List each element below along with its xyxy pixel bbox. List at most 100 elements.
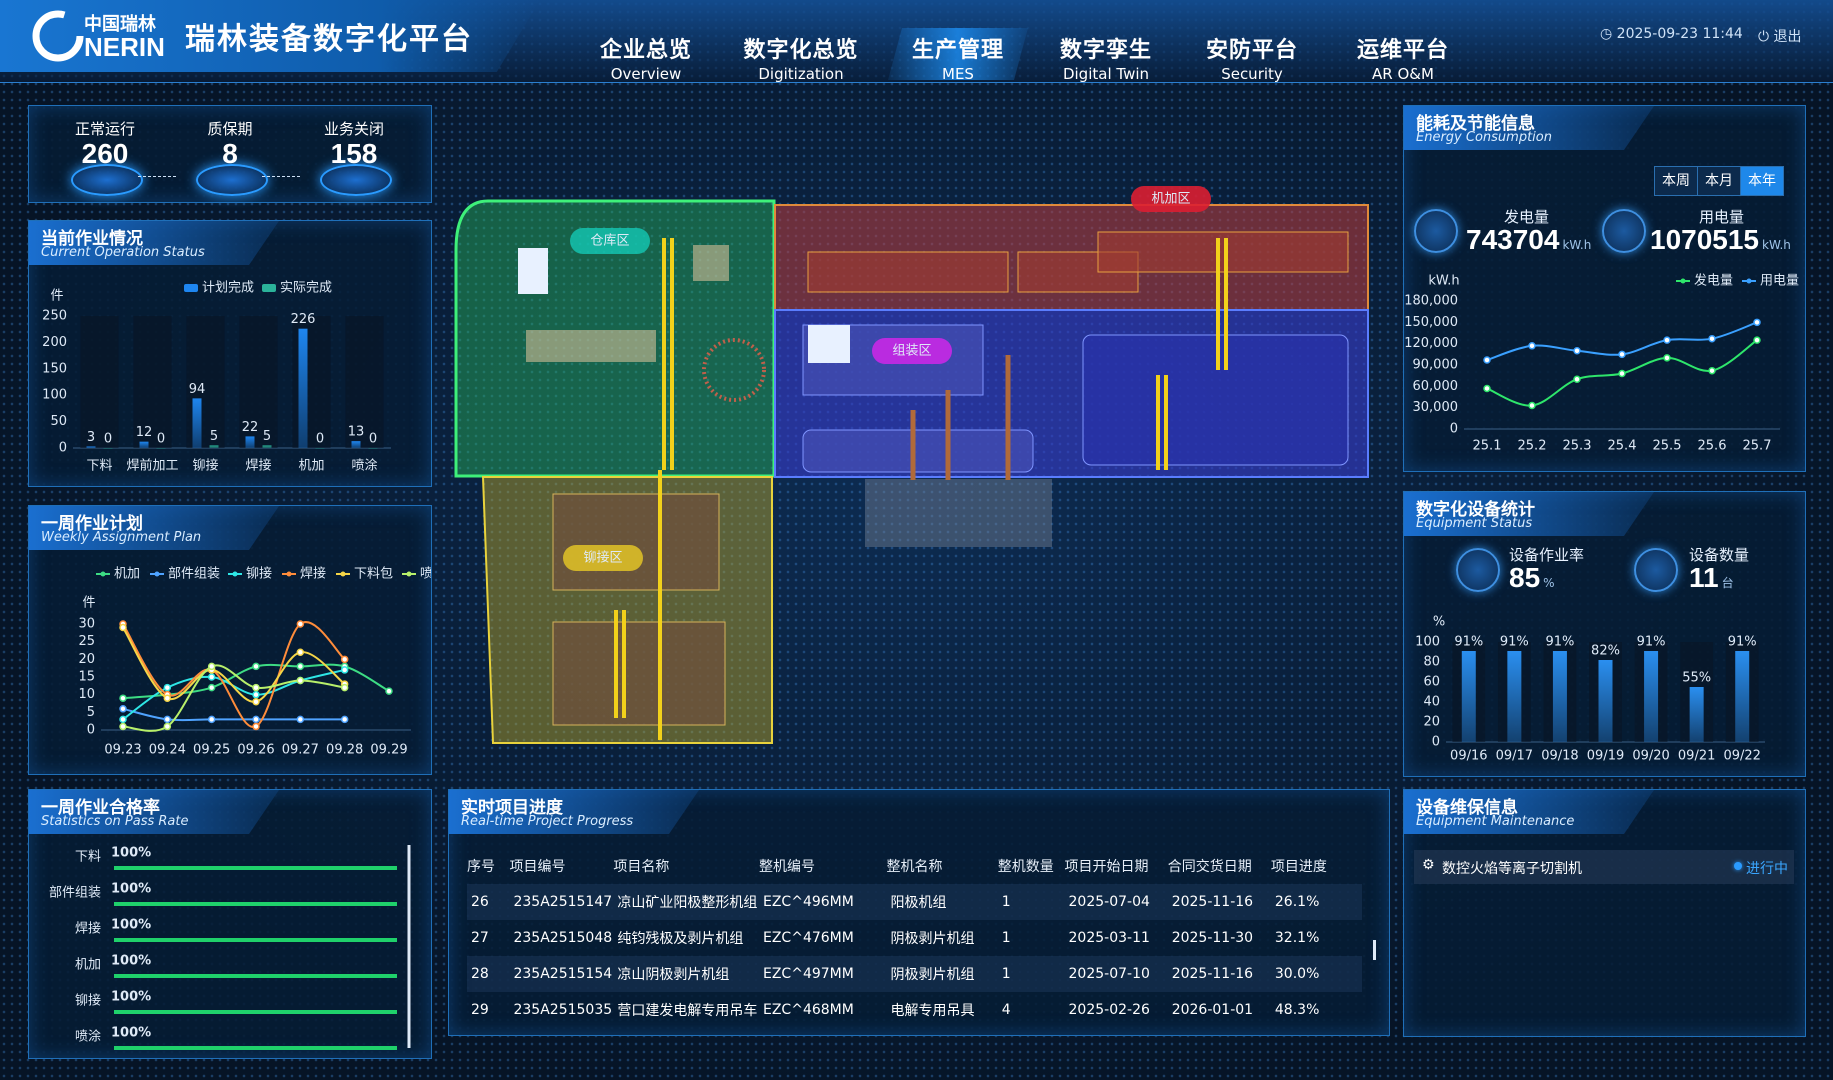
kpi: 743704 kW.h: [1466, 224, 1591, 256]
bar: [1735, 651, 1750, 742]
band-shade: [292, 316, 331, 448]
cell: 2025-07-04: [1068, 894, 1150, 910]
point: [119, 623, 127, 632]
column-header: 合同交货日期: [1167, 859, 1252, 875]
kpi-label: 设备数量: [1689, 546, 1750, 564]
stats-panel: 正常运行 260 质保期 8 业务关闭 158: [28, 105, 432, 203]
stat-value: 260: [81, 138, 129, 169]
x-tick-label: 09.28: [326, 743, 363, 758]
bar: [114, 1010, 397, 1014]
cell: 1: [1001, 930, 1011, 946]
table-header: 序号 项目编号 项目名称 整机编号 整机名称 整机数量 项目开始日期 合同交货日期 项目进度: [467, 848, 1362, 884]
table-row: 28 235A2515154 凉山阴极剥片机组 EZC^497MM 阴极剥片机组 1 202…: [467, 956, 1362, 992]
app-title: 瑞林装备数字化平台: [185, 22, 473, 57]
pass-rate-chart: 下料 100% 部件组装 100% 焊接 100% 机加 100% 铆接 100% 喷涂 100%: [49, 845, 411, 1050]
bar: [192, 398, 202, 448]
legend-label: 部件组装: [168, 567, 220, 582]
nav-item[interactable]: 安防平台 Security: [1182, 28, 1322, 83]
cell: 235A2515154: [513, 966, 613, 982]
legend-label: 计划完成: [202, 281, 254, 296]
point: [1528, 342, 1536, 350]
y-tick-label: 30,000: [1413, 400, 1459, 415]
maintenance-item: ⚙ 数控火焰等离子切割机 进行中: [1414, 850, 1794, 884]
value-label: 100%: [111, 918, 151, 933]
title-en: Equipment Maintenance: [1416, 814, 1575, 829]
x-tick-label: 25.6: [1698, 439, 1727, 454]
panel-title: 一周作业合格率 Statistics on Pass Rate: [29, 790, 279, 834]
line: [122, 627, 346, 703]
nav-item[interactable]: 企业总览 Overview: [576, 28, 716, 83]
bar: [1644, 651, 1659, 742]
point: [340, 715, 349, 724]
x-tick-label: 09/17: [1496, 749, 1533, 764]
point: [163, 683, 172, 692]
y-tick-label: 60: [1423, 675, 1440, 690]
nav-item[interactable]: 生产管理 MES: [888, 28, 1028, 80]
row-label: 机加: [75, 958, 101, 973]
title-en: Weekly Assignment Plan: [41, 530, 202, 545]
point: [207, 715, 216, 724]
kpi: 1070515 kW.h: [1650, 224, 1791, 256]
point: [252, 662, 260, 671]
point: [119, 705, 127, 713]
zone-label: 组装区: [872, 338, 952, 364]
y-tick-label: 5: [87, 705, 95, 720]
x-tick-label: 25.7: [1743, 439, 1772, 454]
logout[interactable]: ⏻ 退出: [1758, 26, 1802, 46]
tab[interactable]: 本周: [1654, 166, 1698, 196]
kpi-icon: [1602, 209, 1646, 253]
kpi-icon: [1414, 209, 1458, 253]
cell: 凉山矿业阳极整形机组: [617, 895, 758, 911]
label-pill: [563, 545, 643, 571]
zone-label: 机加区: [1131, 186, 1211, 212]
nav-item[interactable]: 数字孪生 Digital Twin: [1036, 28, 1176, 83]
nav-zh: 生产管理: [911, 38, 1004, 63]
cell: 29: [471, 1002, 489, 1018]
shelf: [518, 248, 548, 294]
data-label: 5: [210, 429, 218, 444]
machine-area: [807, 251, 1009, 293]
point: [119, 722, 127, 731]
column-header: 整机编号: [759, 859, 815, 875]
y-axis-label: kW.h: [1428, 274, 1459, 289]
y-tick-label: 120,000: [1404, 336, 1458, 351]
panel-title: 实时项目进度 Real-time Project Progress: [449, 790, 699, 834]
tab[interactable]: 本年: [1740, 166, 1784, 196]
column-header: 项目开始日期: [1064, 859, 1149, 875]
tab[interactable]: 本月: [1697, 166, 1741, 196]
data-label: 13: [348, 425, 365, 440]
x-tick-label: 09.27: [282, 743, 319, 758]
cell: 48.3%: [1274, 1002, 1320, 1018]
cell: 电解专用吊具: [890, 1003, 975, 1019]
y-tick-label: 100: [42, 388, 67, 403]
point: [1708, 366, 1716, 375]
legend-dot: [154, 571, 160, 577]
nav-item[interactable]: 运维平台 AR O&M: [1333, 28, 1473, 83]
point: [163, 694, 172, 702]
point: [252, 683, 260, 692]
point: [1573, 375, 1581, 383]
data-label: 82%: [1591, 644, 1620, 659]
y-tick-label: 250: [42, 309, 67, 324]
legend-swatch: [184, 284, 198, 292]
legend-dot: [1746, 278, 1752, 284]
x-tick-label: 09/21: [1678, 749, 1715, 764]
row-label: 下料: [75, 850, 101, 865]
data-label: 226: [291, 312, 316, 327]
title-zh: 能耗及节能信息: [1416, 114, 1535, 134]
point: [296, 620, 305, 628]
kpi-label: 用电量: [1699, 208, 1745, 226]
value-label: 100%: [111, 1026, 151, 1041]
nav-zh: 数字孪生: [1059, 38, 1152, 63]
x-tick-label: 喷涂: [351, 458, 377, 474]
point: [1483, 384, 1491, 393]
riveting-area: [552, 493, 720, 591]
cell: 纯钧残极及剥片机组: [617, 931, 744, 947]
column-header: 整机名称: [886, 859, 943, 875]
x-tick-label: 25.3: [1563, 439, 1592, 454]
title-en: Equipment Status: [1416, 516, 1533, 531]
row-label: 铆接: [75, 993, 101, 1009]
y-tick-label: 10: [78, 687, 95, 702]
nav-item[interactable]: 数字化总览 Digitization: [731, 28, 871, 83]
bar: [103, 448, 113, 449]
